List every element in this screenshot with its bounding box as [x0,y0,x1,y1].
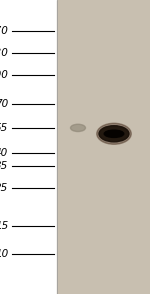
Text: 170: 170 [0,26,8,36]
Text: 40: 40 [0,148,8,158]
Text: 10: 10 [0,249,8,259]
Ellipse shape [104,130,124,137]
Ellipse shape [97,123,131,144]
Ellipse shape [99,126,129,142]
Text: 130: 130 [0,48,8,58]
Text: 15: 15 [0,221,8,231]
Text: 35: 35 [0,161,8,171]
Text: 25: 25 [0,183,8,193]
Bar [57,0,150,294]
Bar [0,0,57,294]
Text: 70: 70 [0,99,8,109]
Text: 100: 100 [0,70,8,80]
Ellipse shape [70,124,86,132]
Text: 55: 55 [0,123,8,133]
